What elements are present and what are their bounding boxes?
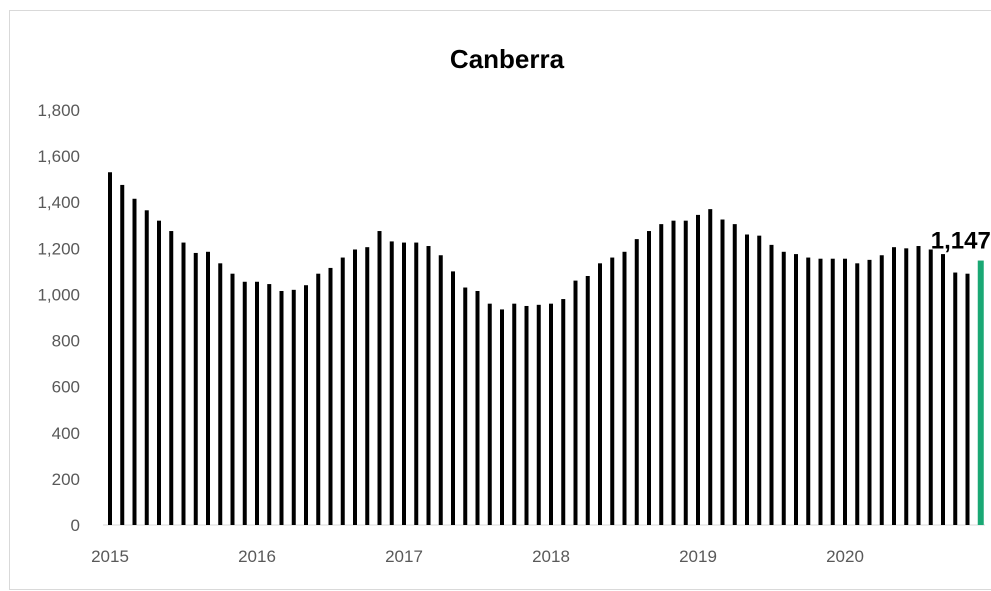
x-tick-label: 2015	[91, 547, 129, 566]
bar	[353, 249, 357, 525]
chart-frame: Canberra 0 200 400 600 800 1,000 1,200 1,400 1,6…	[9, 10, 991, 590]
bar	[806, 257, 811, 525]
bar	[781, 251, 786, 525]
bar	[647, 231, 651, 525]
bar	[622, 251, 627, 525]
bar	[500, 309, 504, 525]
bar	[610, 257, 615, 525]
bar	[671, 220, 676, 525]
bar	[218, 263, 223, 525]
bar	[855, 263, 860, 525]
bar	[720, 219, 725, 525]
bar-highlight	[977, 260, 984, 525]
x-tick-label: 2017	[385, 547, 423, 566]
bar	[573, 280, 578, 525]
bar	[365, 247, 370, 526]
bar	[475, 290, 480, 525]
bar	[377, 231, 382, 525]
bar	[843, 258, 847, 525]
bar	[757, 235, 762, 525]
bar	[438, 255, 443, 525]
bar	[916, 246, 921, 525]
y-tick-label: 1,600	[37, 147, 80, 166]
bar	[316, 273, 321, 525]
bar	[659, 224, 664, 525]
bar	[794, 254, 798, 525]
bar	[708, 209, 713, 525]
bar	[304, 285, 308, 525]
bar	[255, 281, 259, 525]
bar	[230, 273, 235, 525]
bar	[108, 172, 112, 525]
bar	[487, 303, 492, 525]
x-axis-ticks: 2015 2016 2017 2018 2019 2020	[91, 547, 864, 566]
y-tick-label: 600	[52, 378, 80, 397]
bar	[402, 242, 406, 525]
bar	[451, 271, 455, 525]
bar	[279, 290, 284, 525]
bar	[463, 287, 468, 525]
y-tick-label: 1,800	[37, 101, 80, 120]
bar	[242, 281, 247, 525]
bar	[904, 248, 909, 526]
bar	[769, 244, 774, 525]
bar	[206, 251, 210, 525]
bar	[524, 305, 529, 525]
bar	[879, 255, 884, 525]
bar	[683, 220, 688, 525]
bar	[328, 267, 333, 525]
bar	[181, 242, 186, 525]
bar	[193, 252, 198, 525]
last-value-label: 1,147	[931, 228, 991, 255]
y-axis-ticks: 0 200 400 600 800 1,000 1,200 1,400 1,600 1,800	[37, 101, 80, 535]
bar	[144, 210, 149, 525]
bar	[414, 242, 419, 525]
y-tick-label: 1,200	[37, 239, 80, 258]
y-tick-label: 0	[71, 516, 80, 535]
bar	[291, 289, 296, 525]
bar	[818, 258, 823, 525]
bar	[267, 284, 272, 525]
bar	[867, 259, 872, 525]
y-tick-label: 1,400	[37, 193, 80, 212]
bar	[585, 276, 590, 525]
chart-title: Canberra	[450, 44, 565, 74]
bar	[892, 247, 896, 526]
y-tick-label: 400	[52, 424, 80, 443]
x-tick-label: 2019	[679, 547, 717, 566]
bar	[512, 303, 517, 525]
bar	[634, 239, 639, 525]
bar	[340, 257, 345, 525]
bar	[157, 220, 161, 525]
bar	[941, 254, 945, 525]
bar	[598, 263, 602, 525]
bars	[108, 172, 984, 526]
bar	[561, 299, 566, 525]
y-tick-label: 1,000	[37, 285, 80, 304]
chart-canvas: Canberra 0 200 400 600 800 1,000 1,200 1,400 1,6…	[37, 44, 991, 566]
bar	[169, 231, 174, 525]
bar	[536, 304, 541, 525]
y-tick-label: 200	[52, 470, 80, 489]
bar	[426, 246, 431, 525]
bar	[696, 214, 700, 525]
bar	[549, 303, 553, 525]
bar	[389, 241, 394, 525]
bar	[132, 198, 137, 525]
x-tick-label: 2016	[238, 547, 276, 566]
bar	[745, 234, 749, 525]
bar	[953, 272, 958, 525]
bar	[965, 273, 970, 525]
y-tick-label: 800	[52, 332, 80, 351]
x-tick-label: 2020	[826, 547, 864, 566]
bar	[928, 249, 933, 525]
bar	[120, 184, 125, 526]
bar	[732, 224, 737, 525]
bar	[830, 258, 835, 525]
x-tick-label: 2018	[532, 547, 570, 566]
